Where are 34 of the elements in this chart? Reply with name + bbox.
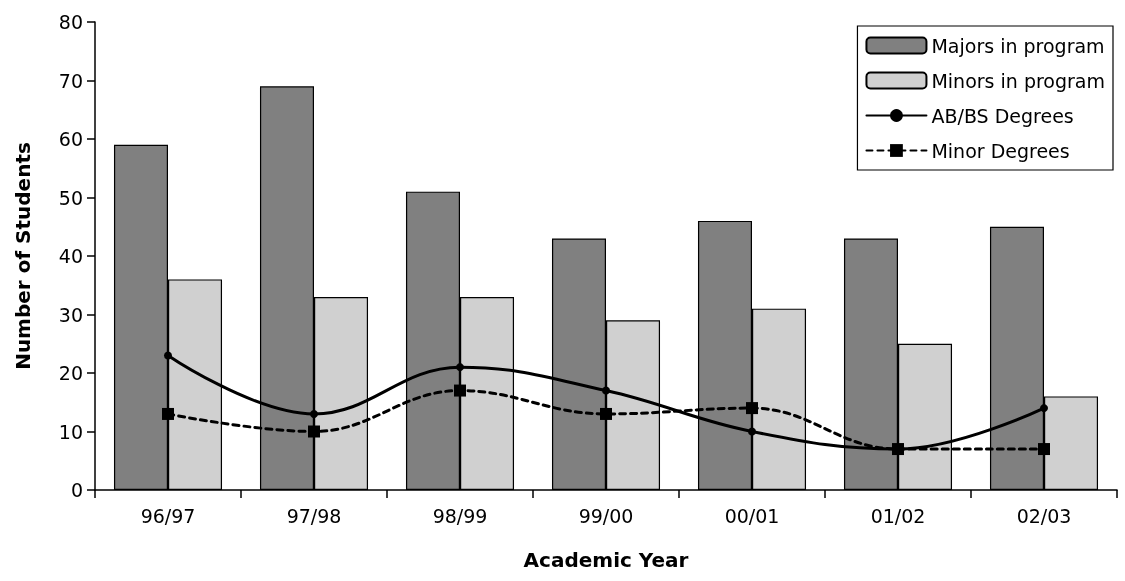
y-tick-label: 20 [58,362,83,384]
x-tick-label: 98/99 [432,504,488,527]
point [1040,404,1048,413]
point [748,427,756,436]
y-tick-label: 50 [58,186,83,209]
point [310,409,318,418]
x-tick-label: 97/98 [286,504,342,527]
y-tick-label: 70 [58,69,83,92]
x-tick-label: 01/02 [870,504,926,527]
legend-label: Majors in program [931,34,1105,57]
y-tick-label: 10 [58,420,83,443]
point [454,384,466,397]
y-tick-label: 0 [70,479,83,501]
x-tick-label: 02/03 [1016,504,1072,527]
x-tick-label: 99/00 [578,504,634,527]
point [600,407,612,420]
y-tick-label: 40 [58,245,83,267]
x-tick-label: 96/97 [140,504,196,527]
point [1038,443,1050,456]
legend-label: Minors in program [931,69,1106,92]
point [456,363,464,372]
point [164,351,172,360]
y-tick-label: 80 [58,11,83,33]
y-tick-label: 30 [58,303,83,326]
legend-label: Minor Degrees [931,139,1070,162]
y-tick-label: 60 [58,128,83,150]
x-tick-label: 00/01 [724,504,780,527]
x-axis-title: Academic Year [523,548,689,572]
legend-label: AB/BS Degrees [931,104,1074,127]
point [746,402,758,415]
point [162,407,174,420]
y-axis-title: Number of Students [11,142,35,370]
point [308,425,320,438]
point [602,386,610,395]
